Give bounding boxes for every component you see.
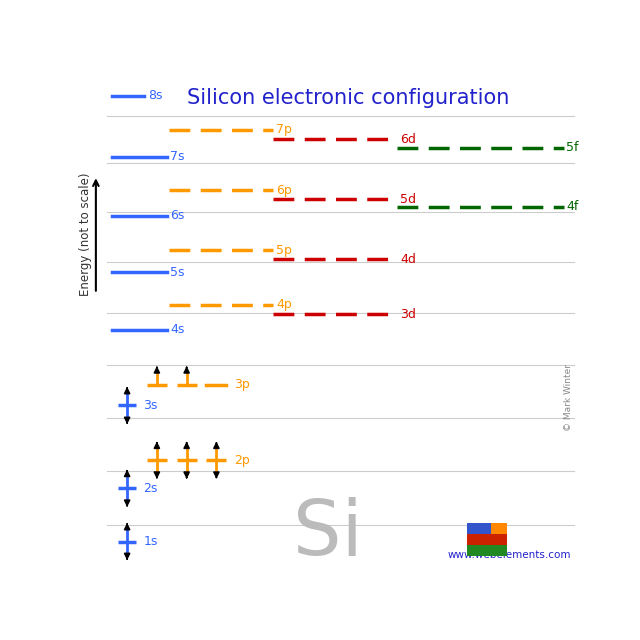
Text: Si: Si [293,497,363,571]
Text: Energy (not to scale): Energy (not to scale) [79,173,92,296]
Text: 5f: 5f [566,141,579,154]
Text: 2p: 2p [234,454,250,467]
Text: © Mark Winter: © Mark Winter [564,364,573,431]
Bar [467,534,508,545]
Text: 2s: 2s [143,482,158,495]
Text: 5s: 5s [170,266,185,279]
Text: 6s: 6s [170,209,185,222]
Bar [467,524,491,534]
Text: www.webelements.com: www.webelements.com [447,550,571,560]
Text: 5p: 5p [276,244,292,257]
Text: Silicon electronic configuration: Silicon electronic configuration [187,88,509,108]
Text: 7s: 7s [170,150,185,163]
Text: 7p: 7p [276,123,292,136]
Text: 3p: 3p [234,378,250,391]
Text: 4p: 4p [276,298,292,312]
Text: 6p: 6p [276,184,292,196]
Text: 1s: 1s [143,535,158,548]
Bar [467,545,508,556]
Text: 3d: 3d [401,308,416,321]
Text: 4d: 4d [401,253,416,266]
Text: 8s: 8s [148,89,163,102]
Text: 3s: 3s [143,399,158,412]
Bar [491,524,508,534]
Text: 4s: 4s [170,323,185,336]
Text: 4f: 4f [566,200,579,213]
Text: 6d: 6d [401,133,416,146]
Text: 5d: 5d [401,193,417,205]
